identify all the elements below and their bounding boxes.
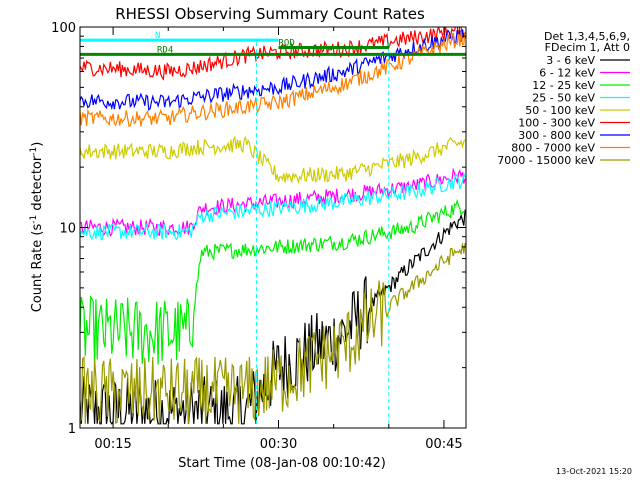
x-tick-label: 00:15 — [94, 437, 131, 452]
y-axis-label: Count Rate (s-1 detector-1) — [29, 142, 45, 313]
y-tick-label: 100 — [51, 21, 76, 36]
chart-title: RHESSI Observing Summary Count Rates — [115, 5, 425, 23]
footer-timestamp: 13-Oct-2021 15:20 — [556, 467, 632, 476]
x-axis: 00:15 00:30 00:45 — [94, 27, 463, 452]
y-label-sup-2: -1 — [29, 147, 39, 156]
series-line — [80, 31, 466, 128]
legend-label: 25 - 50 keV — [532, 92, 595, 105]
y-label-sup-1: -1 — [29, 215, 39, 224]
legend-header-line-2: FDecim 1, Att 0 — [545, 41, 630, 54]
legend-label: 7000 - 15000 keV — [497, 154, 595, 167]
y-label-part-1: Count Rate (s — [30, 224, 45, 313]
series-line — [80, 135, 466, 185]
series-line — [80, 198, 466, 368]
y-label-part-3: ) — [30, 142, 45, 147]
overlay-label: ROD — [279, 39, 295, 49]
legend-label: 3 - 6 keV — [546, 54, 595, 67]
x-tick-label: 00:45 — [425, 437, 462, 452]
y-axis: 1 10 100 — [51, 21, 466, 437]
series-line — [80, 29, 466, 111]
legend-label: 12 - 25 keV — [532, 79, 595, 92]
x-tick-label: 00:30 — [260, 437, 297, 452]
y-tick-label: 1 — [68, 422, 76, 437]
series-line — [80, 167, 466, 237]
legend-label: 6 - 12 keV — [539, 67, 595, 80]
y-tick-label: 10 — [59, 222, 76, 237]
legend-label: 300 - 800 keV — [518, 129, 595, 142]
legend: Det 1,3,4,5,6,9, FDecim 1, Att 0 3 - 6 k… — [497, 30, 630, 167]
legend-label: 50 - 100 keV — [525, 104, 595, 117]
series-line — [80, 173, 466, 241]
series-layer — [80, 27, 466, 425]
overlay-label: N — [155, 31, 160, 41]
series-line — [80, 27, 466, 81]
overlay-label: RD4 — [157, 45, 173, 55]
legend-label: 800 - 7000 keV — [511, 142, 595, 155]
series-line — [80, 242, 466, 424]
overlay-layer: N RD4 ROD — [80, 31, 466, 428]
y-label-part-2: detector — [30, 155, 45, 215]
legend-label: 100 - 300 keV — [518, 117, 595, 130]
legend-header-line-1: Det 1,3,4,5,6,9, — [544, 30, 630, 43]
x-axis-label: Start Time (08-Jan-08 00:10:42) — [178, 456, 386, 471]
